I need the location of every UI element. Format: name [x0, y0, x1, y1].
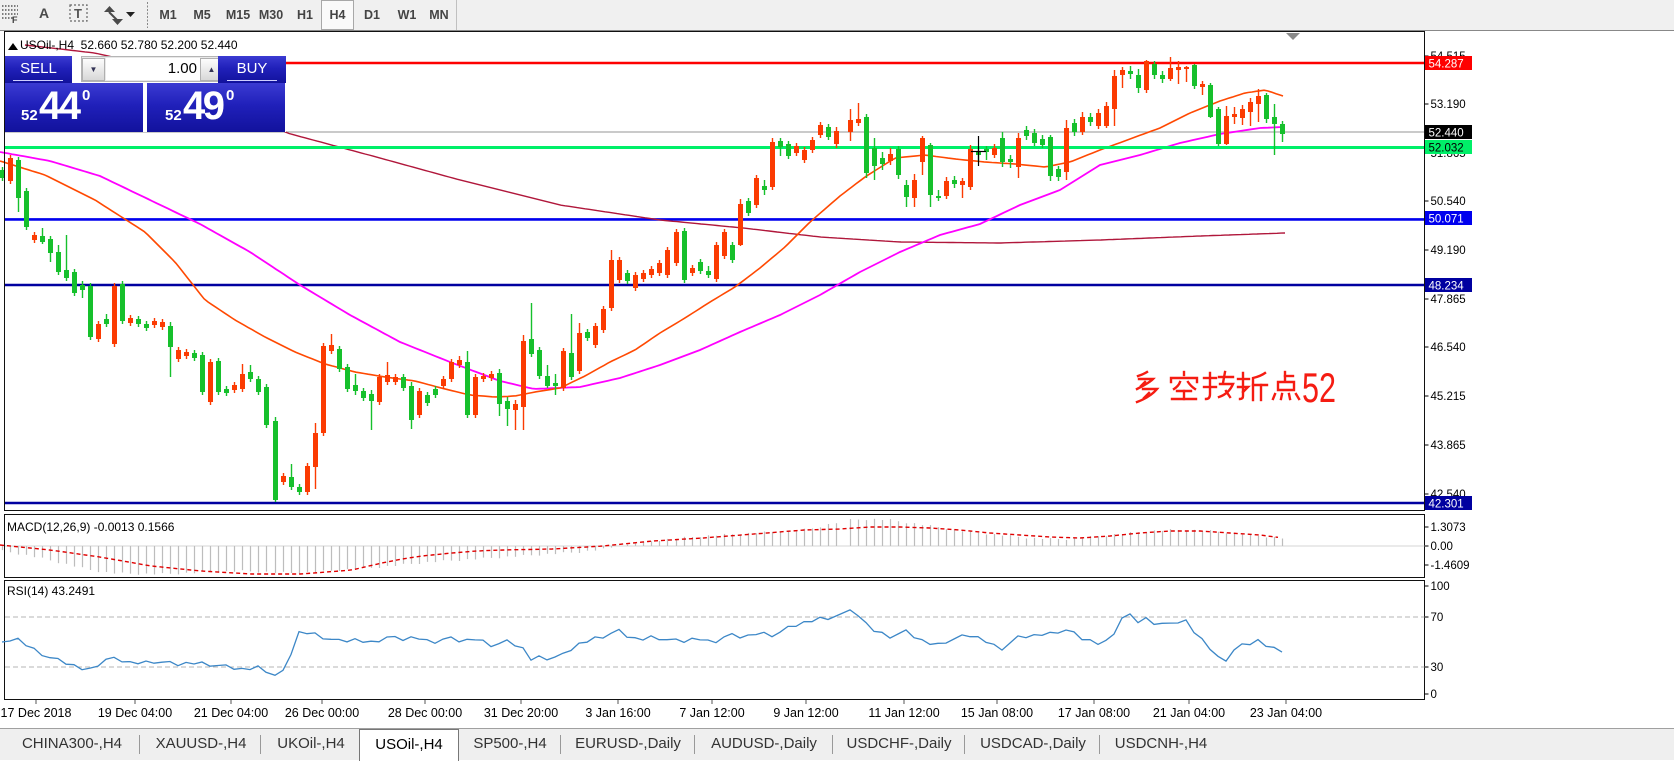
svg-text:-1.4609: -1.4609 [1431, 560, 1470, 572]
svg-text:28 Dec 00:00: 28 Dec 00:00 [388, 706, 462, 720]
svg-text:52.440: 52.440 [1429, 128, 1464, 140]
svg-text:F: F [12, 15, 18, 25]
svg-text:42.301: 42.301 [1429, 499, 1464, 511]
svg-text:21 Dec 04:00: 21 Dec 04:00 [194, 706, 268, 720]
svg-text:43.865: 43.865 [1431, 440, 1466, 452]
svg-text:T: T [74, 6, 82, 21]
svg-text:50.540: 50.540 [1431, 196, 1466, 208]
svg-text:45.215: 45.215 [1431, 391, 1466, 403]
svg-text:52.032: 52.032 [1429, 143, 1464, 155]
svg-text:RSI(14) 43.2491: RSI(14) 43.2491 [7, 584, 95, 598]
svg-text:9 Jan 12:00: 9 Jan 12:00 [773, 706, 838, 720]
svg-text:31 Dec 20:00: 31 Dec 20:00 [484, 706, 558, 720]
svg-text:21 Jan 04:00: 21 Jan 04:00 [1153, 706, 1225, 720]
svg-text:23 Jan 04:00: 23 Jan 04:00 [1250, 706, 1322, 720]
svg-text:50.071: 50.071 [1429, 214, 1464, 226]
svg-text:52: 52 [1302, 364, 1336, 411]
svg-text:19 Dec 04:00: 19 Dec 04:00 [98, 706, 172, 720]
svg-text:0.00: 0.00 [1431, 541, 1453, 553]
svg-text:54.287: 54.287 [1429, 59, 1464, 71]
svg-text:100: 100 [1431, 581, 1450, 593]
svg-text:1.3073: 1.3073 [1431, 522, 1466, 534]
svg-text:0: 0 [1431, 689, 1437, 701]
svg-text:7 Jan 12:00: 7 Jan 12:00 [679, 706, 744, 720]
svg-text:26 Dec 00:00: 26 Dec 00:00 [285, 706, 359, 720]
svg-text:47.865: 47.865 [1431, 294, 1466, 306]
svg-text:49.190: 49.190 [1431, 245, 1466, 257]
svg-text:17 Dec 2018: 17 Dec 2018 [1, 706, 72, 720]
svg-text:3 Jan 16:00: 3 Jan 16:00 [585, 706, 650, 720]
svg-text:11 Jan 12:00: 11 Jan 12:00 [868, 706, 939, 720]
svg-text:MACD(12,26,9) -0.0013 0.1566: MACD(12,26,9) -0.0013 0.1566 [7, 520, 175, 534]
svg-text:48.234: 48.234 [1429, 281, 1465, 293]
svg-text:70: 70 [1431, 612, 1444, 624]
svg-text:A: A [39, 5, 49, 21]
svg-text:46.540: 46.540 [1431, 342, 1466, 354]
svg-text:15 Jan 08:00: 15 Jan 08:00 [961, 706, 1033, 720]
svg-text:17 Jan 08:00: 17 Jan 08:00 [1058, 706, 1130, 720]
svg-text:30: 30 [1431, 662, 1444, 674]
svg-text:53.190: 53.190 [1431, 99, 1466, 111]
